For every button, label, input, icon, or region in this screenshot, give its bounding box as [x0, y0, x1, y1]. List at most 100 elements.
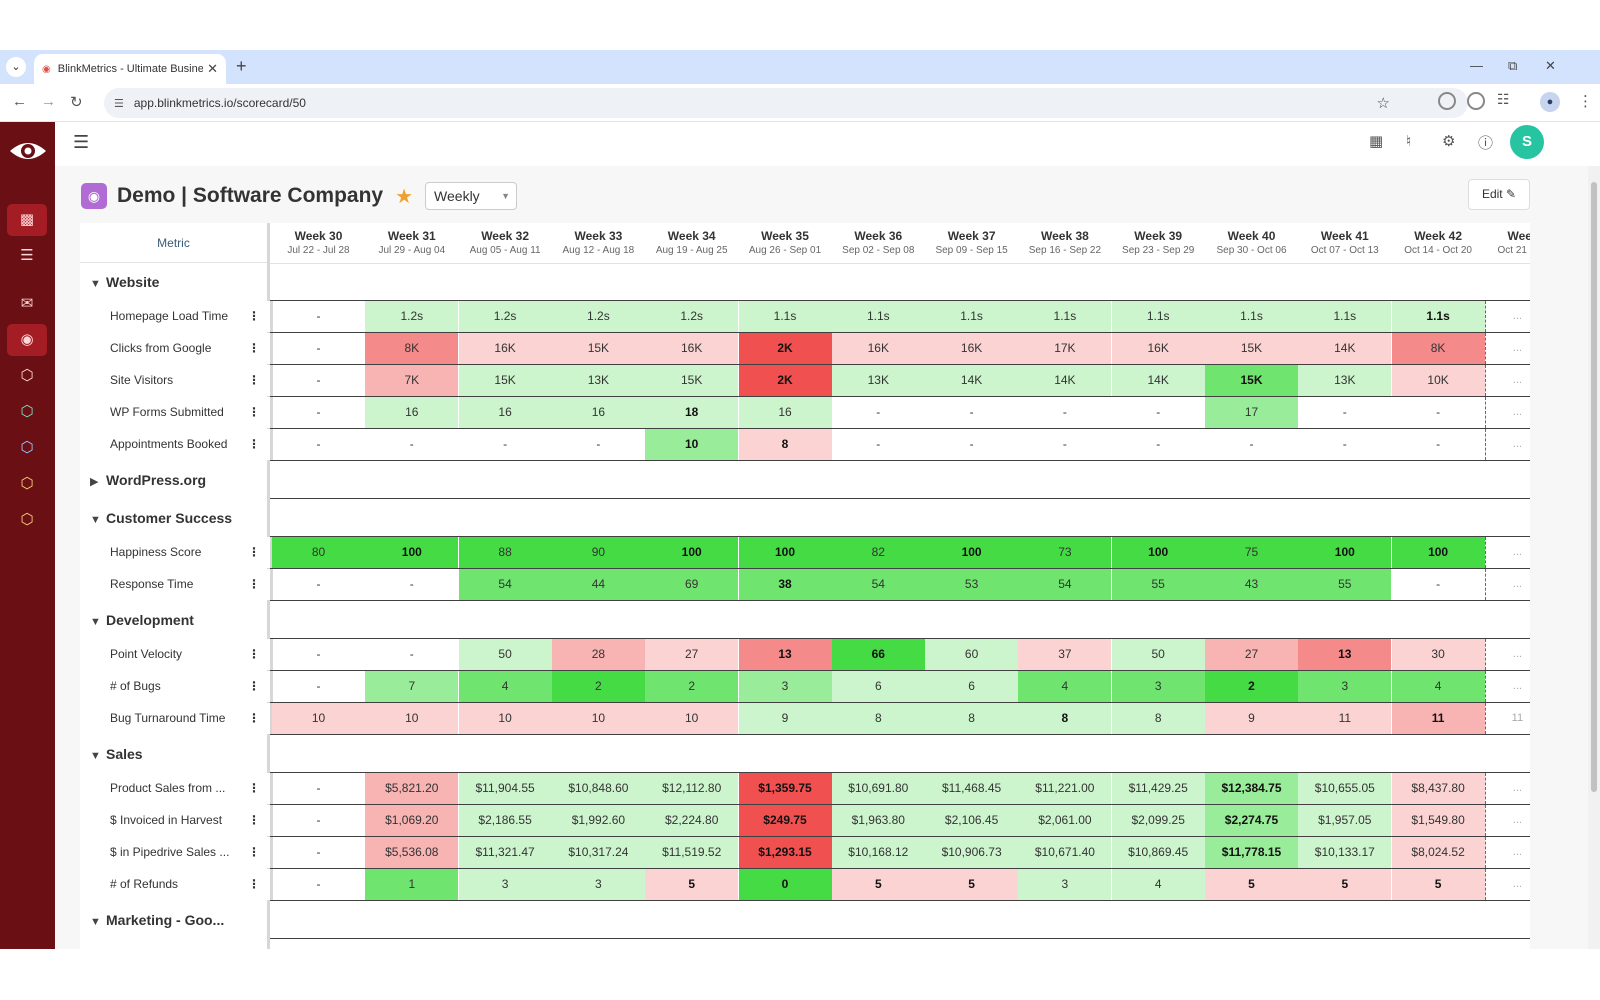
more-options-icon[interactable]: ⋮	[248, 813, 260, 827]
metric-cell[interactable]: -	[1062, 437, 1067, 451]
metric-cell[interactable]: 3	[1111, 671, 1205, 702]
metric-cell[interactable]: $249.75	[738, 805, 832, 836]
bell-icon[interactable]: ♮	[1406, 133, 1412, 150]
metric-cell-next-week[interactable]: ...	[1484, 805, 1530, 836]
metric-cell[interactable]: 100	[1391, 537, 1485, 568]
metric-cell[interactable]: 6	[831, 671, 925, 702]
metric-cell-next-week[interactable]: ...	[1484, 429, 1530, 460]
metric-cell-next-week[interactable]: ...	[1484, 773, 1530, 804]
metric-cell[interactable]: $2,061.00	[1018, 805, 1112, 836]
metric-name[interactable]: Bug Turnaround Time ⋮	[80, 703, 270, 734]
metric-cell[interactable]: 69	[645, 569, 739, 600]
more-options-icon[interactable]: ⋮	[248, 373, 260, 387]
metric-cell[interactable]: 10	[551, 703, 645, 734]
metric-cell[interactable]: 16	[365, 397, 459, 428]
section-header[interactable]: ▼ Customer Success	[80, 499, 1530, 537]
metric-cell[interactable]: -	[1156, 437, 1161, 451]
metric-cell[interactable]: 14K	[1298, 333, 1392, 364]
metric-cell[interactable]: 13K	[831, 365, 925, 396]
metric-cell[interactable]: 44	[551, 569, 645, 600]
metric-cell[interactable]: $1,963.80	[831, 805, 925, 836]
metric-cell[interactable]: 4	[1018, 671, 1112, 702]
metric-cell[interactable]: $8,024.52	[1391, 837, 1485, 868]
more-options-icon[interactable]: ⋮	[248, 845, 260, 859]
caret-right-icon[interactable]: ▶	[90, 476, 99, 488]
metric-cell-next-week[interactable]: ...	[1484, 639, 1530, 670]
avatar[interactable]: S	[1510, 125, 1544, 159]
window-close-icon[interactable]: ✕	[1545, 58, 1556, 73]
metric-cell[interactable]: 10	[645, 429, 739, 460]
metric-cell[interactable]: 1	[365, 869, 459, 900]
metric-cell[interactable]: 15K	[1205, 365, 1298, 396]
minimize-icon[interactable]: —	[1470, 58, 1483, 73]
metric-cell[interactable]: 88	[458, 537, 552, 568]
metric-cell[interactable]: 2K	[738, 333, 832, 364]
metric-cell[interactable]: 0	[738, 869, 832, 900]
section-header[interactable]: ▼ Marketing - Goo...	[80, 901, 1530, 939]
forward-icon[interactable]: →	[41, 93, 56, 110]
metric-name[interactable]: $ in Pipedrive Sales ... ⋮	[80, 837, 270, 868]
metric-name[interactable]: Appointments Booked ⋮	[80, 429, 270, 460]
metric-cell[interactable]: 15K	[645, 365, 739, 396]
metric-cell[interactable]: 5	[645, 869, 739, 900]
metric-cell[interactable]: 8K	[365, 333, 459, 364]
metric-cell[interactable]: 1.2s	[458, 301, 552, 332]
metric-name[interactable]: # of Refunds ⋮	[80, 869, 270, 900]
metric-cell-next-week[interactable]: ...	[1484, 365, 1530, 396]
metric-cell[interactable]: 1.2s	[645, 301, 739, 332]
metric-cell[interactable]: 15K	[1205, 333, 1298, 364]
metric-cell[interactable]: $1,293.15	[738, 837, 832, 868]
metric-cell[interactable]: 3	[738, 671, 832, 702]
metric-cell[interactable]: 80	[272, 537, 365, 568]
metric-cell[interactable]: 1.1s	[831, 301, 925, 332]
metric-cell[interactable]: 75	[1205, 537, 1298, 568]
more-options-icon[interactable]: ⋮	[248, 647, 260, 661]
metric-cell[interactable]: $11,468.45	[925, 773, 1019, 804]
metric-cell[interactable]: -	[596, 437, 601, 451]
metric-cell[interactable]: 2	[551, 671, 645, 702]
metric-cell[interactable]: $12,384.75	[1205, 773, 1298, 804]
browser-tab[interactable]: ◉ BlinkMetrics - Ultimate Busine: ✕	[34, 54, 226, 84]
metric-cell[interactable]: $10,848.60	[551, 773, 645, 804]
metric-cell[interactable]: 16K	[645, 333, 739, 364]
metric-cell[interactable]: -	[969, 405, 974, 419]
metric-cell[interactable]: $10,869.45	[1111, 837, 1205, 868]
more-options-icon[interactable]: ⋮	[248, 877, 260, 891]
metric-cell[interactable]: $11,519.52	[645, 837, 739, 868]
metric-cell[interactable]: $1,957.05	[1298, 805, 1392, 836]
metric-cell[interactable]: 13	[1298, 639, 1392, 670]
caret-down-icon[interactable]: ▼	[90, 514, 101, 526]
metric-cell[interactable]: -	[316, 845, 321, 859]
metric-cell[interactable]: $1,992.60	[551, 805, 645, 836]
metric-cell[interactable]: 8	[831, 703, 925, 734]
hamburger-menu-icon[interactable]: ☰	[73, 132, 90, 152]
back-icon[interactable]: ←	[12, 93, 27, 110]
section-header[interactable]: ▼ Sales	[80, 735, 1530, 773]
metric-cell[interactable]: 2K	[738, 365, 832, 396]
caret-down-icon[interactable]: ▼	[90, 616, 101, 628]
more-options-icon[interactable]: ⋮	[248, 545, 260, 559]
extension-icon[interactable]	[1438, 92, 1456, 110]
metric-cell-next-week[interactable]: ...	[1484, 333, 1530, 364]
metric-cell[interactable]: 4	[1111, 869, 1205, 900]
metric-cell[interactable]: -	[1062, 405, 1067, 419]
restore-icon[interactable]: ⧉	[1508, 58, 1518, 73]
metric-cell[interactable]: 28	[551, 639, 645, 670]
metric-cell[interactable]: $2,186.55	[458, 805, 552, 836]
metric-cell[interactable]: -	[316, 679, 321, 693]
metric-cell[interactable]: 14K	[1111, 365, 1205, 396]
metric-name[interactable]: WP Forms Submitted ⋮	[80, 397, 270, 428]
metric-cell-next-week[interactable]: 11	[1484, 703, 1530, 734]
section-title[interactable]: ▼ Sales	[90, 735, 143, 773]
help-icon[interactable]: ⓘ	[1478, 135, 1494, 152]
metric-cell[interactable]: -	[1342, 405, 1347, 419]
more-options-icon[interactable]: ⋮	[248, 437, 260, 451]
metric-cell[interactable]: 16K	[1111, 333, 1205, 364]
metric-cell[interactable]: $8,437.80	[1391, 773, 1485, 804]
metric-cell[interactable]: 13K	[551, 365, 645, 396]
metric-name[interactable]: $ Invoiced in Harvest ⋮	[80, 805, 270, 836]
cube-icon[interactable]: ⬡	[20, 403, 34, 420]
metric-cell[interactable]: 3	[458, 869, 552, 900]
layers-icon[interactable]: ☰	[20, 247, 34, 264]
metric-name[interactable]: Response Time ⋮	[80, 569, 270, 600]
